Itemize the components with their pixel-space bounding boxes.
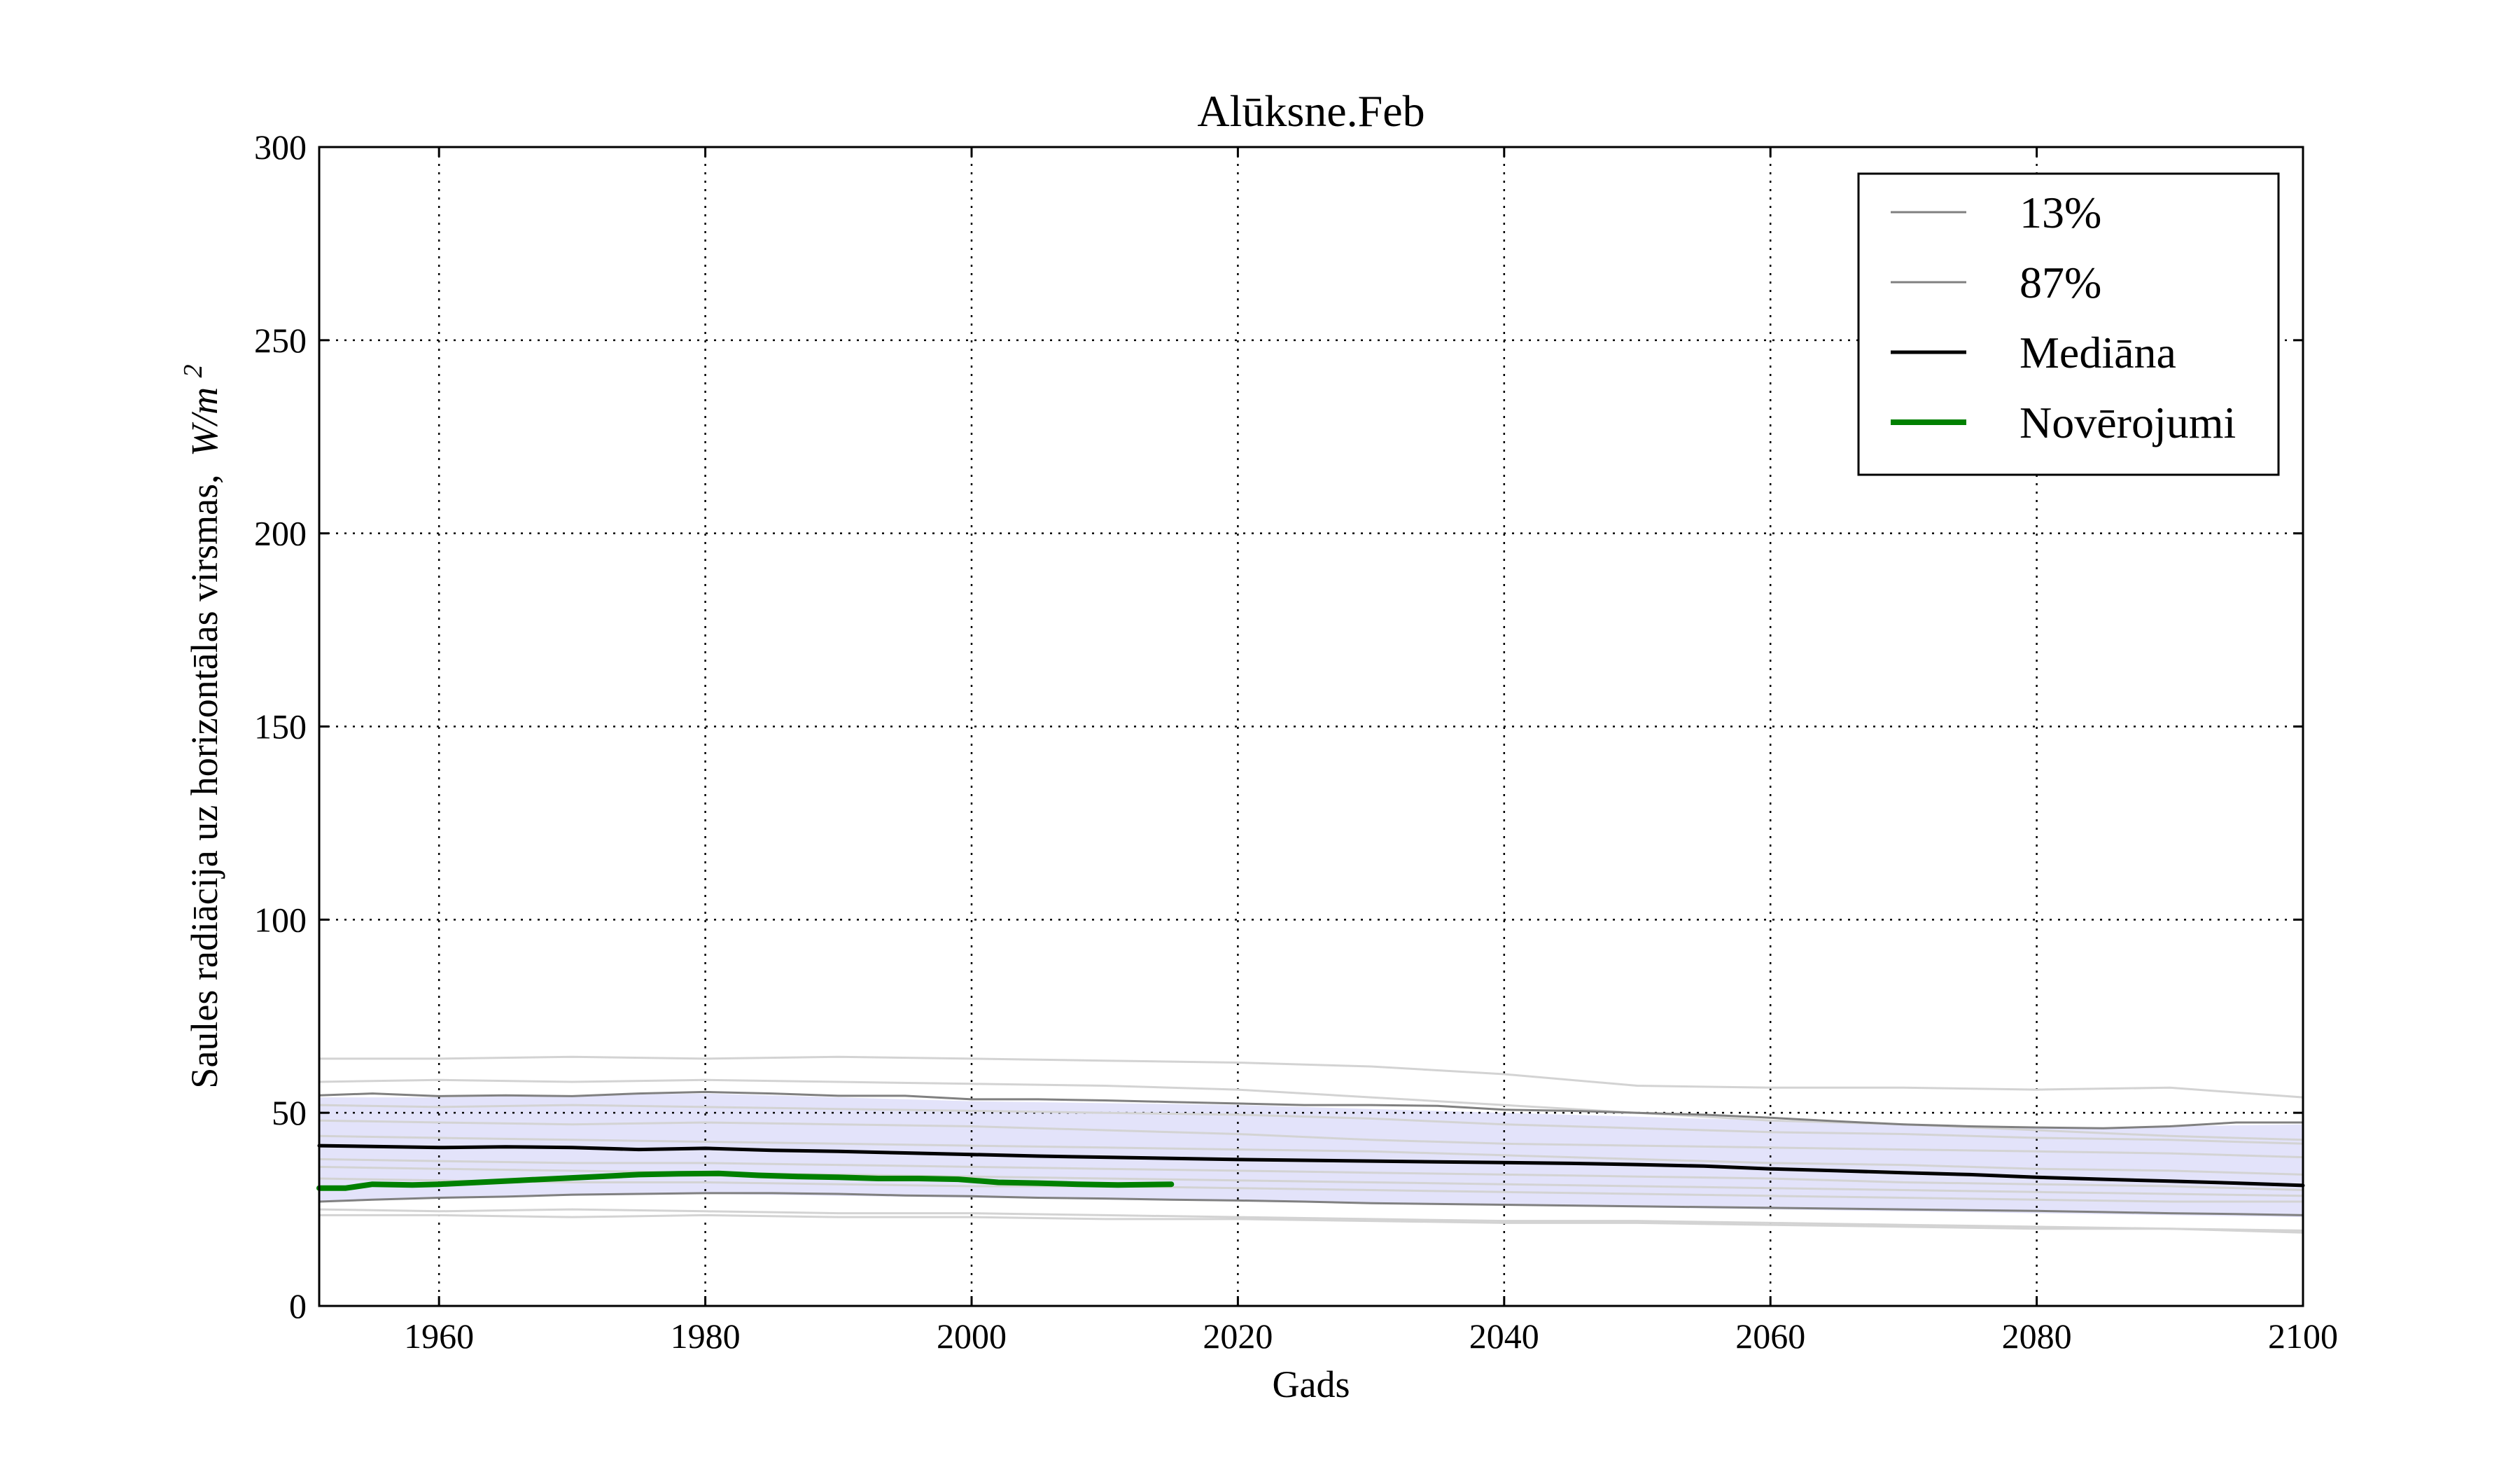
ensemble-member-line — [318, 1157, 2304, 1191]
chart-title: Alūksne.Feb — [1197, 86, 1424, 136]
y-tick-label: 50 — [272, 1093, 307, 1132]
y-tick-label: 300 — [254, 127, 307, 167]
x-tick-label: 1980 — [671, 1316, 741, 1356]
y-axis-title-text: Saules radiācija uz horizontālas virsmas… — [178, 364, 225, 1088]
y-tick-label: 200 — [254, 514, 307, 553]
y-axis-title: Saules radiācija uz horizontālas virsmas… — [178, 364, 225, 1088]
x-tick-label: 2040 — [1469, 1316, 1539, 1356]
ensemble-member-line — [318, 1177, 2303, 1203]
series-layer — [316, 1090, 2305, 1216]
y-axis-label: Saules radiācija uz horizontālas virsmas… — [183, 474, 225, 1088]
legend-label-87: 87% — [2019, 258, 2101, 307]
ensemble-member-line — [318, 1119, 2304, 1159]
ensemble-member-line — [318, 1165, 2304, 1197]
ticks-layer: 1960 1980 2000 2020 2040 2060 2080 2100 0 50 100 15… — [254, 127, 2338, 1356]
y-tick-label: 150 — [254, 707, 307, 746]
ensemble-member-line — [318, 1134, 2304, 1176]
x-tick-label: 2080 — [2002, 1316, 2072, 1356]
y-tick-label: 100 — [254, 900, 307, 939]
series-line-13 — [318, 1192, 2304, 1216]
ensemble-member-line — [319, 1214, 2304, 1232]
ensemble-member-line — [319, 1055, 2304, 1099]
grid-layer — [319, 147, 2303, 1306]
series-line-87 — [318, 1090, 2304, 1129]
x-tick-label: 1960 — [404, 1316, 474, 1356]
y-tick-label: 0 — [289, 1286, 307, 1326]
x-tick-label: 2060 — [1735, 1316, 1805, 1356]
legend-label-13: 13% — [2019, 188, 2101, 237]
legend-items: 13% 87% Mediāna Novērojumi — [1891, 188, 2236, 447]
ensemble-member-line — [318, 1208, 2304, 1234]
series-line-medi-na — [317, 1143, 2305, 1188]
ensemble-lines-layer — [318, 1055, 2304, 1234]
y-tick-label: 250 — [254, 321, 307, 360]
y-axis-unit: W/m — [183, 387, 225, 457]
x-axis-title: Gads — [1273, 1363, 1350, 1405]
legend-label-nov-rojumi: Novērojumi — [2019, 398, 2236, 447]
x-tick-label: 2000 — [937, 1316, 1007, 1356]
legend-label-medi-na: Mediāna — [2019, 328, 2176, 377]
y-axis-unit-exponent: 2 — [178, 364, 208, 377]
x-tick-label: 2020 — [1203, 1316, 1273, 1356]
legend: 13% 87% Mediāna Novērojumi — [1857, 172, 2280, 476]
series-line-nov-rojumi — [316, 1170, 1175, 1191]
ensemble-member-line — [318, 1104, 2304, 1145]
x-tick-label: 2100 — [2268, 1316, 2338, 1356]
